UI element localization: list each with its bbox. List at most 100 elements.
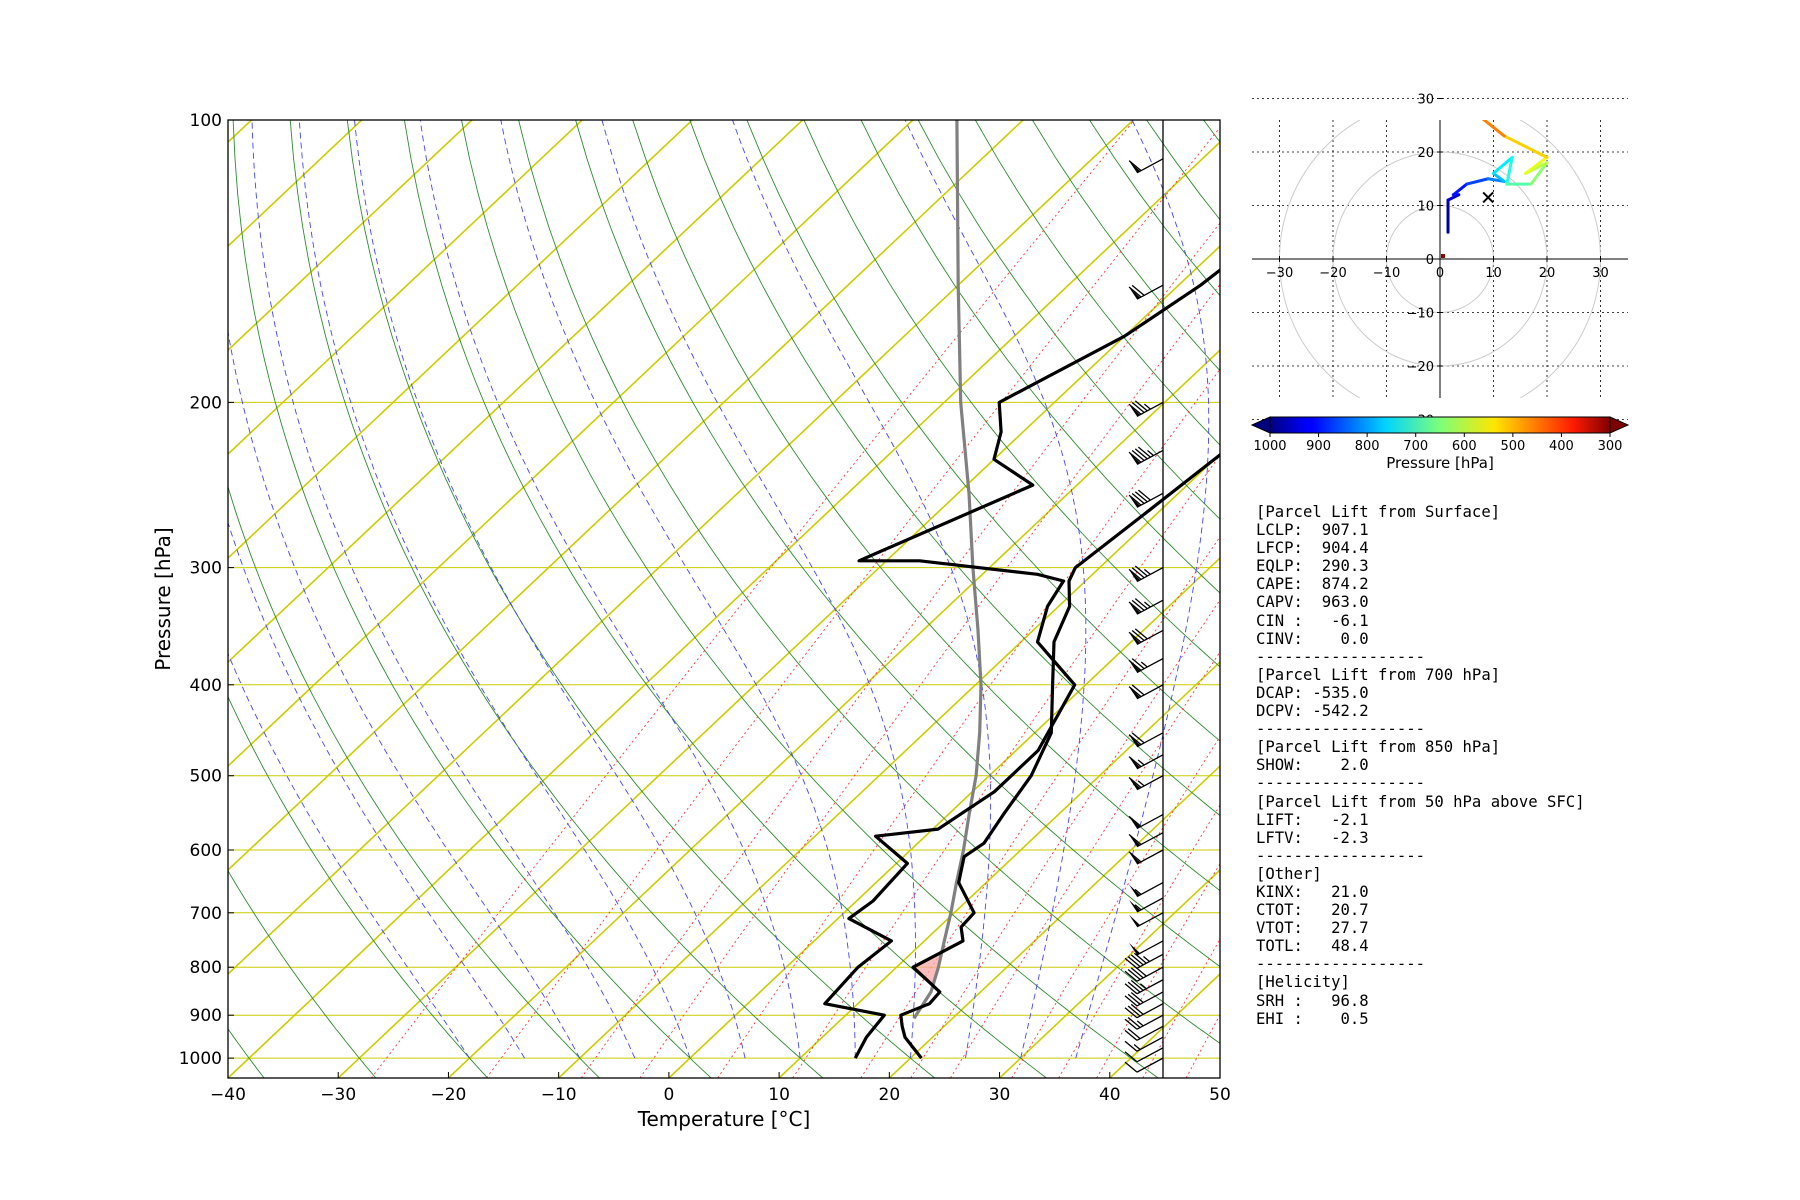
wind-barb-full (1127, 969, 1141, 981)
index-line: [Parcel Lift from 50 hPa above SFC] (1256, 792, 1585, 811)
wind-barb-full (1130, 979, 1144, 991)
wind-barb-half (1143, 403, 1151, 410)
index-line: [Parcel Lift from 850 hPa] (1256, 738, 1501, 757)
wind-barbs (1124, 158, 1164, 1073)
wind-barb-flag (1129, 899, 1141, 912)
isotherm (228, 120, 693, 560)
index-line: CINV: 0.0 (1256, 629, 1369, 648)
dewpoint-curve (823, 268, 1220, 1059)
isotherm (228, 120, 253, 144)
isotherm (228, 120, 583, 456)
wind-barb-full (1131, 684, 1145, 696)
x-ticks: −40 −30 −20 −10 0 10 20 30 40 50 (210, 1072, 1231, 1105)
isotherm (0, 120, 31, 1078)
wind-barb-flag (1129, 942, 1141, 955)
x-tick-label: 0 (663, 1085, 674, 1105)
plot-frame (227, 119, 1221, 1079)
wind-barb-half (1137, 780, 1145, 787)
wind-barb-full (1124, 1051, 1138, 1063)
wind-barb-staff (1136, 158, 1164, 174)
moist-adiabat (228, 652, 470, 1059)
wind-barb-full (1137, 446, 1151, 458)
wind-barb-full (1134, 491, 1148, 503)
isotherm (999, 868, 1220, 1078)
profiles (823, 120, 1220, 1060)
dry-adiabat (403, 120, 1047, 1078)
wind-barb-full (1127, 1017, 1141, 1029)
dry-adiabat (575, 120, 1220, 968)
index-line: LCLP: 907.1 (1256, 521, 1369, 540)
wind-barb-staff (1136, 1014, 1164, 1030)
wind-barb-full (1128, 494, 1142, 506)
index-line: CTOT: 20.7 (1256, 901, 1369, 920)
y-tick-label: 500 (190, 767, 222, 787)
wind-barb-staff (1136, 1036, 1164, 1052)
y-tick-label: 700 (190, 904, 222, 924)
index-line: ------------------ (1256, 774, 1425, 793)
wind-barb-full (1131, 630, 1145, 642)
wind-barb-staff (1136, 684, 1164, 700)
mixing-ratio-line (639, 283, 1220, 1078)
wind-barb-full (1131, 599, 1145, 611)
wind-barb-staff (1136, 953, 1164, 969)
index-line: CAPE: 874.2 (1256, 575, 1369, 594)
y-tick-label: 900 (190, 1006, 222, 1026)
wind-barb-flag (1129, 852, 1141, 865)
wind-barb-full (1134, 628, 1148, 640)
wind-barb-full (1128, 734, 1142, 746)
mixing-ratio-line (486, 126, 1220, 1078)
index-line: LIFT: -2.1 (1256, 810, 1369, 829)
wind-barb-flag (1129, 569, 1141, 582)
wind-barb-flag (1129, 602, 1141, 615)
wind-barb-staff (1136, 832, 1164, 848)
wind-barb-full (1134, 565, 1148, 577)
isotherm (0, 120, 141, 1078)
wind-barb-flag (1129, 660, 1141, 673)
wind-barb-full (1128, 756, 1142, 768)
wind-barb-half (1137, 759, 1145, 766)
x-tick-label: −30 (320, 1085, 356, 1105)
index-line: SHOW: 2.0 (1256, 756, 1369, 775)
isotherm (228, 120, 473, 352)
index-line: SRH : 96.8 (1256, 991, 1369, 1010)
moist-adiabat (1075, 120, 1210, 1059)
wind-barb-full (1130, 1003, 1144, 1015)
wind-barb-half (1143, 956, 1150, 963)
wind-barb-staff (1136, 966, 1164, 982)
wind-barb-full (1124, 1061, 1138, 1073)
isotherm (668, 556, 1220, 1078)
mixing-ratio-line (1142, 938, 1220, 1078)
wind-barb-full (1131, 732, 1145, 744)
wind-barb-full (1130, 967, 1144, 979)
wind-barb-full (1127, 1005, 1141, 1017)
wind-barb-full (1128, 631, 1142, 643)
wind-barb-full (1128, 286, 1142, 298)
wind-barb-full (1131, 567, 1145, 579)
dry-adiabat (228, 870, 377, 1078)
wind-barb-staff (1136, 1047, 1164, 1063)
x-tick-label: −10 (541, 1085, 577, 1105)
parcel-curve (912, 120, 983, 1020)
wind-barb-full (1128, 160, 1142, 172)
wind-barb-full (1124, 995, 1138, 1007)
y-ticks: 1000 900 800 700 600 500 400 300 200 100 (179, 111, 234, 1069)
wind-barb-half (1143, 601, 1151, 608)
index-line: ------------------ (1256, 955, 1425, 974)
wind-barb-full (1130, 992, 1144, 1004)
index-line: [Other] (1256, 864, 1322, 883)
wind-barb-full (1127, 956, 1141, 968)
index-line: EHI : 0.5 (1256, 1009, 1369, 1028)
wind-barb-half (1139, 983, 1147, 990)
wind-barb-flag (1129, 834, 1141, 847)
wind-barb-flag (1129, 632, 1141, 645)
wind-barb-flag (1129, 777, 1141, 790)
wind-barb-staff (1136, 940, 1164, 956)
isotherm (888, 764, 1220, 1078)
wind-barb-full (1131, 450, 1145, 462)
dry-adiabat (518, 120, 1220, 1044)
isotherm (228, 120, 1134, 976)
isotherm (228, 141, 1220, 1078)
dry-adiabat (228, 1028, 265, 1078)
y-tick-label: 200 (190, 393, 222, 413)
wind-barb-half (1143, 568, 1151, 575)
